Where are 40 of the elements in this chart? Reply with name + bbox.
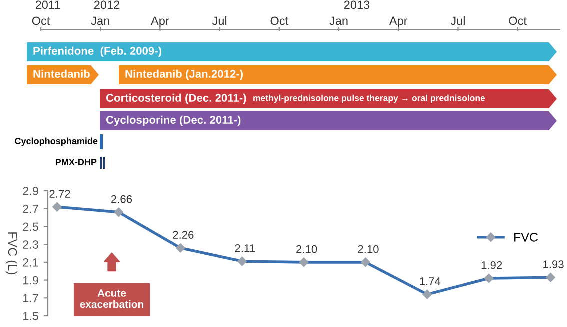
text: Nintedanib (Jan.2012-) [126,70,243,80]
text: Nintedanib [34,70,90,78]
text: Jan [91,16,110,26]
text: 1.93 [544,260,564,268]
text: Cyclosporine (Dec. 2011-) [106,116,241,126]
text: Oct [32,16,50,26]
text: Oct [270,16,288,26]
y-tick-label: 2.9 [23,187,38,196]
y-axis-title: FVC (L) [6,232,18,275]
text: Corticosteroid (Dec. 2011-) [106,94,246,104]
text: 2.11 [235,244,255,252]
text: Oct [509,16,527,26]
text: Apr [151,16,170,28]
text: Jul [450,16,465,26]
text: 2.66 [111,195,132,204]
text: 1.74 [420,278,441,286]
annotation: Acute exacerbation [80,290,144,308]
text: Cyclophosphamide [15,138,98,146]
text: 2012 [94,0,120,10]
text: Jul [212,16,227,26]
text: methyl-prednisolone pulse therapy → oral prednisolone [254,94,486,104]
y-tick-label: 2.5 [23,222,38,232]
text: 2011 [36,0,60,10]
text: Jan [330,16,348,26]
text: 2.72 [50,190,70,198]
text: 2.10 [296,245,318,254]
legend-label: FVC [514,233,538,242]
y-tick-label: 2.3 [23,240,38,249]
text: Pirfenidone (Feb. 2009-) [34,46,162,58]
text: 1.92 [482,261,502,270]
y-tick-label: 1.5 [23,312,38,320]
text: Apr [389,16,408,28]
text: 2.10 [358,245,379,254]
text: 2013 [344,0,370,10]
text: 2.26 [173,231,194,239]
y-tick-label: 1.9 [23,276,38,285]
y-tick-label: 2.1 [23,258,38,267]
y-tick-label: 2.7 [23,204,38,214]
text: PMX-DHP [56,159,97,166]
y-tick-label: 1.7 [23,294,38,302]
